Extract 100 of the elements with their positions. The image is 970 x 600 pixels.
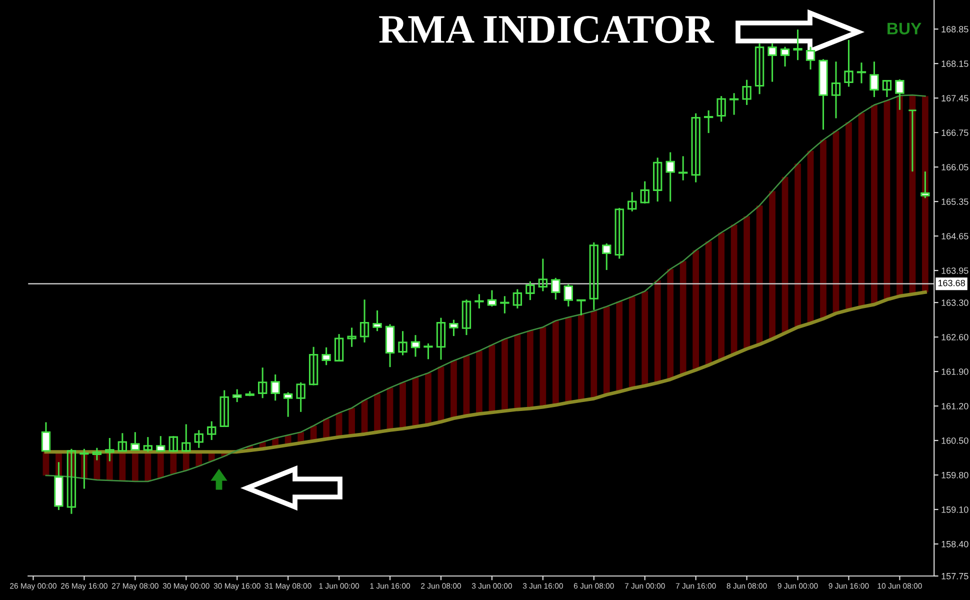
bar xyxy=(654,280,661,383)
bar xyxy=(628,296,636,388)
y-tick-label: 159.80 xyxy=(942,472,968,478)
bar xyxy=(144,452,152,482)
bar xyxy=(692,250,700,370)
candlestick xyxy=(564,284,573,308)
y-tick-label: 163.30 xyxy=(942,300,968,306)
bar xyxy=(705,241,712,366)
candlestick xyxy=(232,388,242,403)
y-tick-label: 166.75 xyxy=(942,130,968,136)
bar xyxy=(603,306,610,395)
candlestick xyxy=(780,46,790,68)
candlestick xyxy=(207,420,216,441)
bar xyxy=(348,408,355,436)
candlestick xyxy=(526,280,535,301)
line-series xyxy=(45,94,926,482)
bar xyxy=(578,314,584,401)
bar xyxy=(884,100,890,300)
candlestick xyxy=(729,92,739,116)
y-tick-label: 157.75 xyxy=(942,573,968,580)
candlestick xyxy=(220,389,229,427)
candlestick xyxy=(628,191,637,212)
bar xyxy=(858,112,865,307)
chart-title: RMA INDICATOR xyxy=(379,16,714,44)
bar xyxy=(794,164,801,328)
candlestick xyxy=(653,156,662,202)
candlestick xyxy=(512,288,522,310)
candlestick xyxy=(283,391,293,418)
candlestick xyxy=(424,342,433,360)
candlestick xyxy=(322,346,331,366)
y-tick-label: 163.95 xyxy=(942,267,968,274)
y-tick-label: 166.05 xyxy=(942,164,968,170)
candlestick xyxy=(538,258,548,292)
candlestick xyxy=(334,333,344,362)
bar xyxy=(667,269,674,380)
y-tick-label: 158.40 xyxy=(942,540,968,548)
candlestick xyxy=(487,289,497,308)
candlestick xyxy=(398,330,408,356)
bar xyxy=(896,96,903,296)
candlestick xyxy=(270,374,280,402)
bar xyxy=(832,131,840,314)
candlestick xyxy=(754,42,764,95)
bar xyxy=(514,334,521,410)
y-tick-label: 165.35 xyxy=(942,198,968,205)
candlestick xyxy=(474,293,484,310)
candlestick xyxy=(130,431,140,452)
y-tick-label: 168.15 xyxy=(942,60,968,67)
candlestick xyxy=(462,298,472,336)
bar xyxy=(756,205,763,344)
candlestick xyxy=(449,319,458,337)
candlestick xyxy=(347,326,356,348)
bar xyxy=(552,320,559,406)
candlestick xyxy=(856,62,866,84)
y-tick-label: 161.90 xyxy=(942,368,968,375)
bar xyxy=(565,317,572,403)
bar xyxy=(820,140,826,319)
bar xyxy=(400,382,406,429)
candlestick xyxy=(500,295,510,314)
candlestick xyxy=(602,242,612,271)
bar xyxy=(846,122,852,310)
candlestick xyxy=(882,80,892,98)
bar xyxy=(807,150,814,324)
bar xyxy=(488,344,496,412)
bar xyxy=(374,394,380,432)
annotation: BUY xyxy=(888,22,922,34)
candlestick xyxy=(704,110,714,134)
bar xyxy=(744,216,750,349)
candlestick xyxy=(678,155,688,182)
candlestick xyxy=(360,298,370,344)
candlestick xyxy=(296,382,306,413)
bar xyxy=(871,104,878,305)
candlestick xyxy=(870,60,879,98)
bar xyxy=(590,310,598,399)
y-tick-label: 160.50 xyxy=(942,437,968,444)
bar xyxy=(526,330,534,408)
candlestick xyxy=(895,78,904,111)
ref-line-label: 163.68 xyxy=(938,280,965,286)
candlestick xyxy=(908,109,918,172)
candlestick xyxy=(372,310,382,332)
candlestick xyxy=(666,151,675,202)
bar xyxy=(119,452,126,481)
candlestick xyxy=(308,346,318,386)
bar xyxy=(642,291,648,386)
candlestick xyxy=(41,422,51,452)
candlestick xyxy=(831,60,841,120)
candlestick xyxy=(436,317,446,360)
bar xyxy=(718,232,724,360)
candlestick xyxy=(691,112,700,184)
candlestick xyxy=(640,180,650,204)
candlestick xyxy=(614,207,624,260)
candlestick xyxy=(118,432,128,452)
bar xyxy=(730,224,738,354)
candlestick xyxy=(551,277,560,300)
candlestick xyxy=(576,298,586,316)
candlestick xyxy=(716,95,726,122)
y-tick-label: 164.65 xyxy=(942,232,968,240)
bar xyxy=(616,302,623,392)
candlestick xyxy=(410,334,420,358)
bar xyxy=(438,366,444,422)
bar xyxy=(922,96,928,292)
